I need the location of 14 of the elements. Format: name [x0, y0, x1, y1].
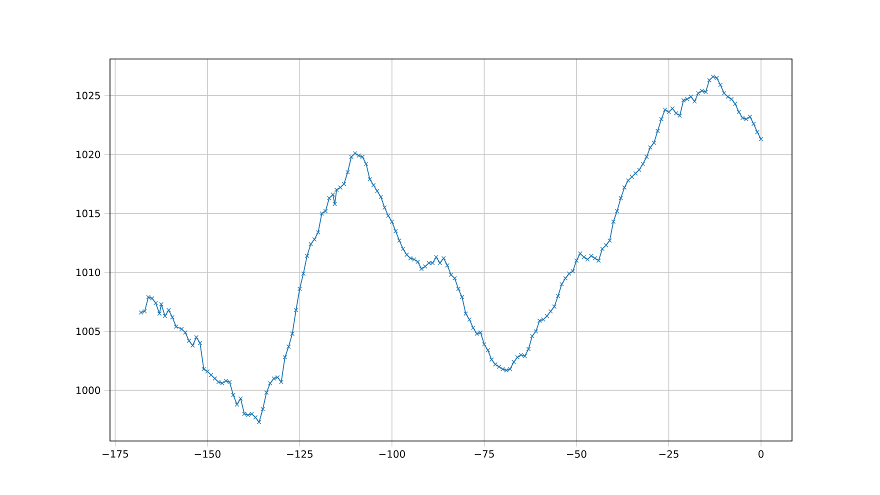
x-tick-label: −50 [567, 450, 586, 458]
y-tick-label: 1025 [76, 92, 100, 100]
x-tick-label: −150 [194, 450, 220, 458]
x-tick-label: −100 [379, 450, 405, 458]
x-tick-label: 0 [758, 450, 764, 458]
y-tick-label: 1015 [76, 210, 100, 218]
x-tick-label: −175 [102, 450, 128, 458]
y-tick-label: 1000 [76, 386, 100, 394]
x-tick-label: −75 [474, 450, 494, 458]
y-tick-label: 1005 [76, 328, 100, 336]
y-tick-label: 1020 [76, 150, 100, 158]
x-tick-label: −125 [287, 450, 312, 458]
x-tick-label: −25 [659, 450, 678, 458]
y-tick-label: 1010 [76, 268, 100, 276]
